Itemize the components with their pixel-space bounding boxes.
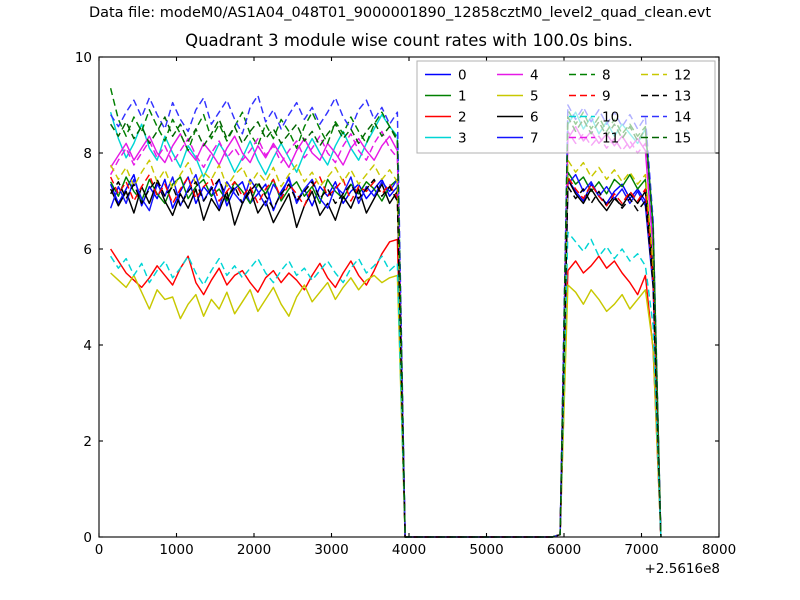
legend-label-13: 13 [674, 89, 691, 105]
x-tick-label: 6000 [547, 542, 581, 558]
plot-title: Quadrant 3 module wise count rates with … [185, 31, 633, 50]
series-line-8 [109, 88, 662, 538]
data-file-label: Data file: modeM0/AS1A04_048T01_90000018… [88, 5, 712, 21]
y-tick-label: 6 [83, 242, 92, 258]
legend-label-10: 10 [602, 110, 619, 126]
legend-label-6: 6 [530, 110, 539, 126]
legend-label-12: 12 [674, 68, 691, 84]
series-line-7 [109, 173, 662, 538]
series-line-10 [110, 231, 662, 538]
y-tick-labels: 0 2 4 6 8 10 [75, 50, 92, 546]
x-tick-label: 7000 [624, 542, 658, 558]
x-tick-label: 5000 [469, 542, 503, 558]
series-line-0 [109, 173, 662, 538]
x-tick-labels: 0 1000 2000 3000 4000 5000 6000 7000 8000 [95, 542, 736, 558]
series-line-3 [109, 111, 662, 538]
y-tick-label: 8 [83, 146, 92, 162]
legend-label-3: 3 [458, 131, 467, 147]
legend-label-5: 5 [530, 89, 539, 105]
series-line-13 [110, 178, 662, 538]
legend-label-7: 7 [530, 131, 539, 147]
legend-label-8: 8 [602, 68, 611, 84]
series-line-1 [109, 171, 662, 538]
x-tick-label: 8000 [702, 542, 736, 558]
y-tick-label: 10 [75, 50, 92, 66]
x-tick-label: 2000 [237, 542, 271, 558]
legend-label-1: 1 [458, 89, 467, 105]
series-line-6 [109, 178, 662, 538]
legend-label-11: 11 [602, 131, 619, 147]
legend-label-14: 14 [674, 110, 691, 126]
x-tick-label: 0 [95, 542, 104, 558]
series-line-9 [109, 173, 662, 538]
series-line-2 [110, 238, 662, 538]
series-line-5 [110, 272, 662, 538]
series-line-12 [109, 159, 662, 538]
x-axis-offset-label: +2.5616e8 [645, 561, 720, 577]
x-tick-label: 1000 [159, 542, 193, 558]
legend-label-2: 2 [458, 110, 467, 126]
x-tick-label: 4000 [392, 542, 426, 558]
legend-label-15: 15 [674, 131, 691, 147]
legend-label-0: 0 [458, 68, 467, 84]
y-tick-label: 0 [83, 530, 92, 546]
series-line-11 [109, 130, 662, 538]
legend-label-4: 4 [530, 68, 539, 84]
legend-label-9: 9 [602, 89, 611, 105]
ticks-group [98, 56, 720, 538]
x-tick-label: 3000 [314, 542, 348, 558]
series-group [109, 88, 662, 538]
y-tick-label: 2 [83, 434, 92, 450]
y-tick-label: 4 [83, 338, 92, 354]
series-line-14 [110, 94, 662, 538]
